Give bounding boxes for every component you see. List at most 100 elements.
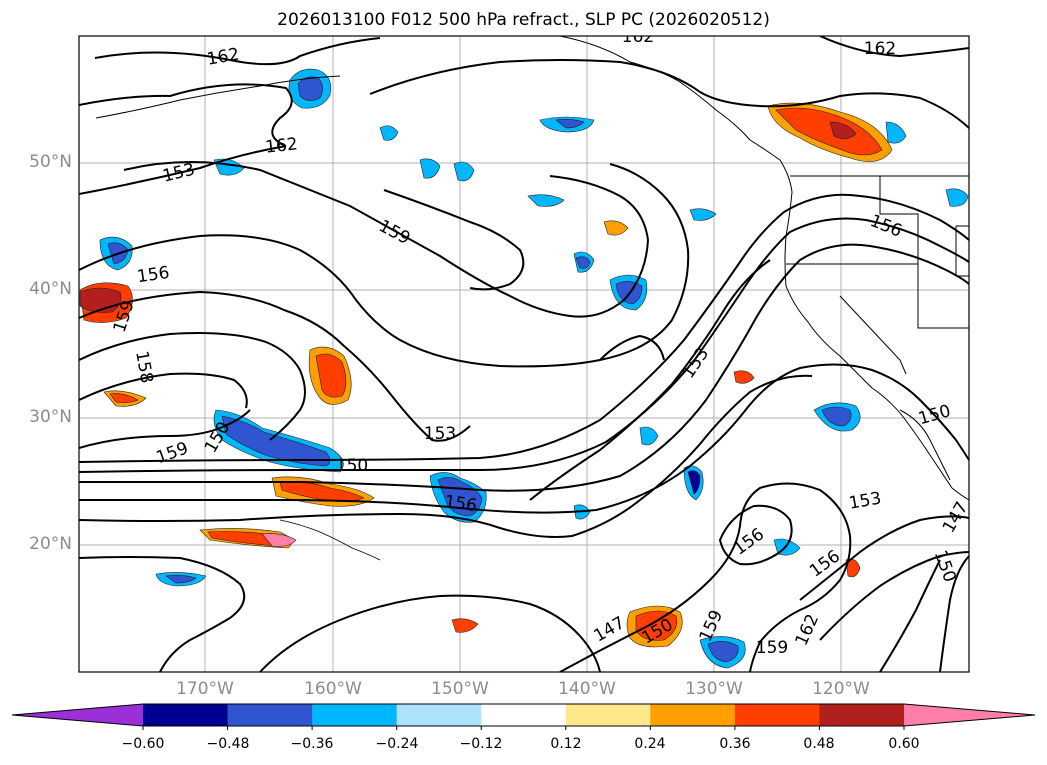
lat-label-20n: 20°N [29,534,72,554]
colorbar-segment [312,704,398,726]
shade-patch [639,426,659,446]
colorbar-extend-high [904,704,1035,726]
contour-label: 150 [336,456,368,476]
lon-label-160w: 160°W [304,679,362,699]
shade-patch [419,158,441,179]
contour-line [383,189,525,291]
coastline-hawaii [279,519,381,561]
contour-line [799,515,969,601]
colorbar-tick-label: −0.12 [459,736,503,752]
colorbar-tick-label: −0.36 [290,736,334,752]
shade-patch [687,470,701,495]
lon-label-170w: 170°W [176,679,234,699]
colorbar-segment [650,704,736,726]
shade-patch [575,256,591,269]
lon-label-130w: 130°W [685,679,743,699]
contour-line [79,409,251,449]
lat-label-30n: 30°N [29,407,72,427]
shade-patch [527,194,565,207]
shade-patch [279,481,365,502]
lat-label-50n: 50°N [29,152,72,172]
shade-patch [689,208,717,221]
slp-contours [79,36,969,672]
shade-patch [821,406,852,427]
contour-line [819,551,969,641]
shade-patch [451,618,479,633]
refractivity-shading [79,68,969,669]
colorbar-segment [819,704,905,726]
colorbar [11,703,1036,730]
shade-patch [707,641,739,663]
shade-patch [775,107,883,156]
contour-line [369,59,969,129]
map-frame [78,35,970,673]
contour-line [79,83,293,147]
shade-patch [945,188,969,207]
shade-patch [379,125,399,141]
colorbar-tick-label: 0.36 [719,736,751,752]
coastline-north-america [559,36,969,501]
shade-patch [261,533,297,547]
colorbar-tick-label: −0.24 [375,736,419,752]
coastline-baja [899,409,951,481]
contour-label: 162 [264,134,298,157]
contour-label: 156 [443,492,478,516]
contour-line [718,504,793,566]
shade-patch [79,287,122,313]
shade-patch [165,575,197,584]
colorbar-tick-label: 0.12 [550,736,582,752]
contour-line [939,555,969,672]
colorbar-tick-label: 0.48 [803,736,835,752]
contour-line [79,290,471,442]
coastlines [95,36,969,561]
contour-line [79,556,246,672]
lon-label-120w: 120°W [812,679,870,699]
colorbar-tick-label: 0.60 [888,736,920,752]
colorbar-segment [396,704,482,726]
contour-line [79,145,287,195]
shade-patch [315,353,347,398]
state-borders [786,263,969,329]
contour-line [79,332,306,441]
coastline-aleutians [95,75,341,119]
shade-patch [453,161,475,182]
contour-label: 162 [622,27,654,47]
colorbar-segment [565,704,651,726]
colorbar-tick-label: −0.48 [206,736,250,752]
shade-patch [635,610,678,641]
contour-line [259,594,601,672]
lon-label-140w: 140°W [558,679,616,699]
lon-label-150w: 150°W [431,679,489,699]
shade-patch [733,370,755,384]
map-title: 2026013100 F012 500 hPa refract., SLP PC… [277,10,770,30]
state-borders [879,176,919,264]
contour-line [819,36,969,58]
shade-patch [109,393,139,403]
shade-patch [885,121,907,144]
contour-label: 156 [136,263,171,287]
contour-line [79,243,969,492]
contour-line [79,163,690,368]
contour-line [79,374,813,538]
shade-patch [603,220,629,236]
colorbar-tick-label: −0.60 [121,736,165,752]
contour-line [79,193,969,463]
contour-line [879,559,941,672]
contour-line [123,161,650,318]
lat-label-40n: 40°N [29,279,72,299]
shade-patch [555,119,585,129]
colorbar-extend-low [12,704,143,726]
shade-patch [297,76,323,101]
colorbar-segment [734,704,820,726]
colorbar-segment [227,704,313,726]
contour-label: 159 [756,638,788,658]
contour-line [529,259,771,501]
colorbar-segment [481,704,567,726]
contour-line [79,363,969,514]
contour-line [599,334,665,361]
contour-line [94,37,381,66]
contour-line [79,217,969,473]
contour-label: 162 [864,39,896,59]
state-borders [839,295,907,375]
